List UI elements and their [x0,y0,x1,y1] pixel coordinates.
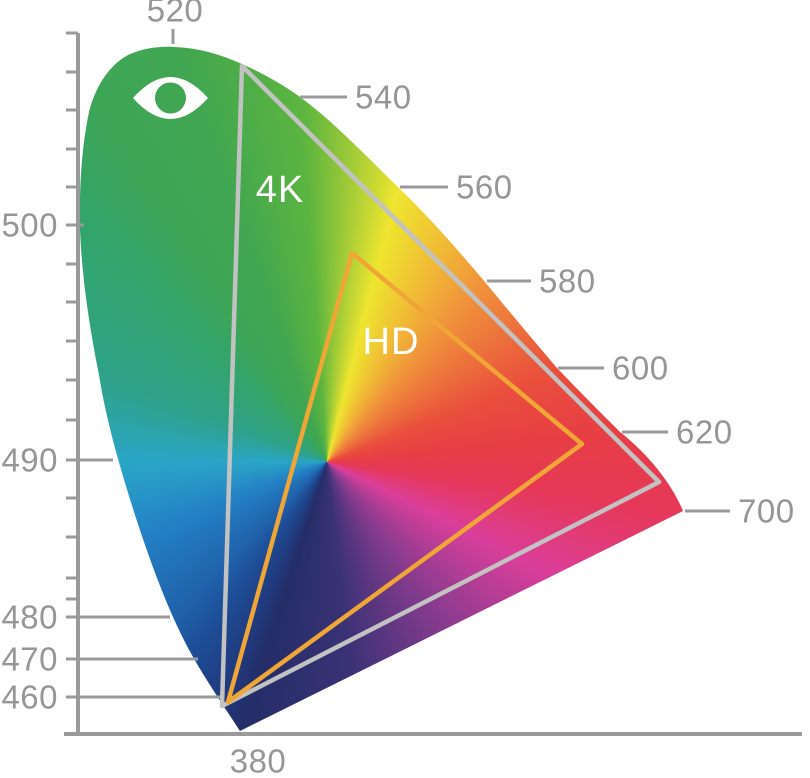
gamut-label-4k: 4K [255,169,305,211]
gamut-triangle-hd [225,250,585,705]
wavelength-label-620: 620 [676,413,733,451]
gamut-label-hd: HD [362,321,420,363]
wavelength-label-460: 460 [1,678,58,716]
wavelength-label-520: 520 [146,0,204,29]
wavelength-label-500: 500 [1,206,58,244]
wavelength-label-480: 480 [1,598,58,636]
wavelength-label-380: 380 [229,742,287,778]
wavelength-label-600: 600 [612,349,669,387]
gamut-triangle-4k [219,63,662,709]
wavelength-label-700: 700 [738,492,795,530]
wavelength-label-580: 580 [539,262,596,300]
wavelength-label-470: 470 [1,640,58,678]
eye-shape [133,77,208,119]
wavelength-label-540: 540 [355,78,412,116]
wavelength-label-560: 560 [456,168,513,206]
eye-icon [133,77,208,119]
wavelength-label-490: 490 [1,441,58,479]
